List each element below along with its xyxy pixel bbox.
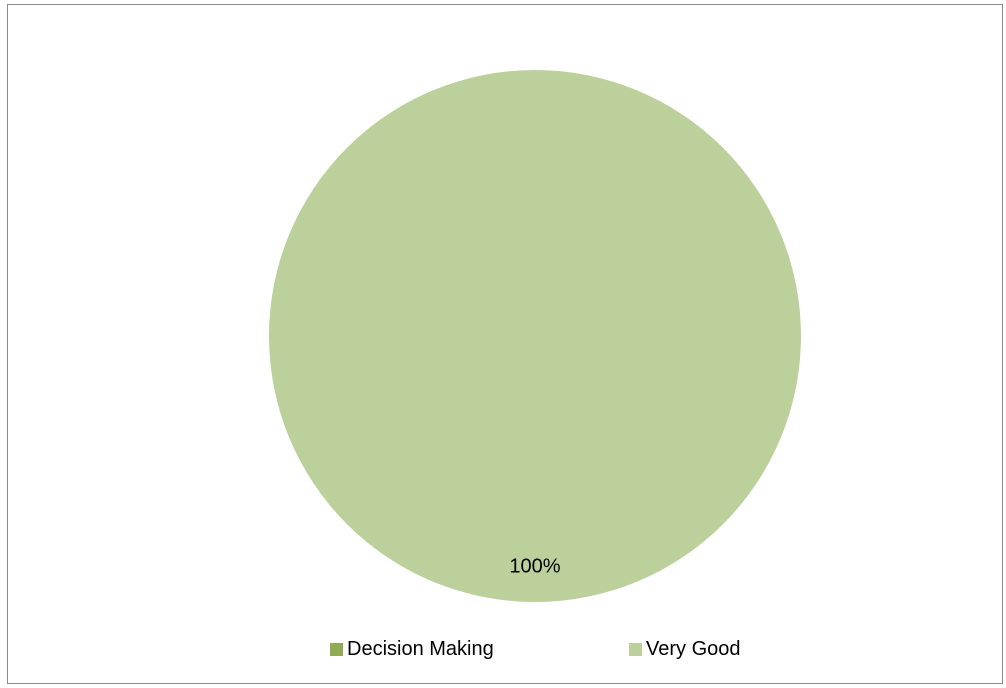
legend-item-very-good[interactable]: Very Good	[629, 636, 741, 662]
pie-slice-very-good	[269, 70, 801, 602]
data-label: 100%	[509, 556, 560, 578]
legend: Decision Making Very Good	[0, 636, 1006, 662]
legend-swatch-icon	[629, 642, 642, 656]
legend-label: Very Good	[646, 637, 741, 660]
legend-swatch-icon	[330, 642, 343, 656]
legend-label: Decision Making	[347, 637, 494, 660]
pie-data-labels: 100%	[509, 556, 560, 578]
legend-item-decision-making[interactable]: Decision Making	[330, 636, 494, 662]
pie-slices	[269, 70, 801, 602]
